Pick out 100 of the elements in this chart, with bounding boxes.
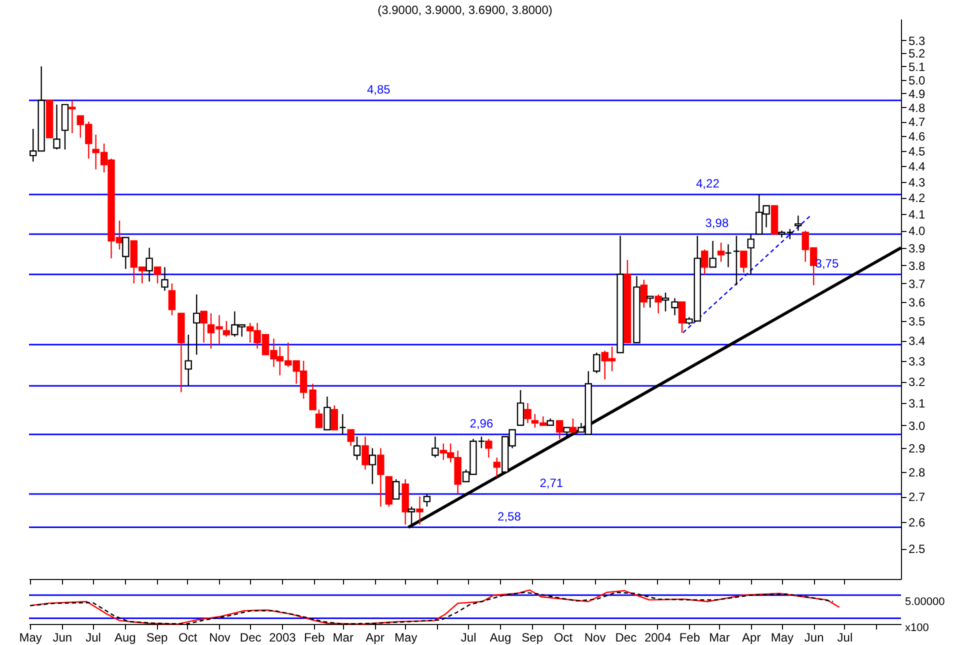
y-tick-label: 3.6 — [908, 295, 926, 310]
y-tick-label: 4.2 — [908, 191, 926, 206]
annotation: 4,22 — [696, 176, 720, 190]
x-tick-label: 2003 — [269, 630, 296, 644]
candlestick — [524, 402, 532, 424]
candlestick — [569, 418, 577, 433]
candlestick — [122, 236, 130, 270]
candlestick — [485, 438, 492, 458]
y-tick-label: 4.0 — [908, 224, 926, 238]
x-tick-label: Mar — [709, 630, 730, 644]
candlestick — [662, 292, 670, 312]
candlestick — [516, 390, 524, 426]
y-tick-label: 2.6 — [908, 516, 926, 530]
candlestick — [53, 104, 60, 150]
x-tick-label: Jun — [804, 630, 824, 644]
y-tick-label: 3.7 — [908, 276, 926, 291]
y-tick-label: 2.5 — [908, 542, 926, 556]
candlestick — [794, 215, 802, 232]
candlestick — [747, 233, 754, 275]
y-tick-label: 4.7 — [908, 115, 926, 130]
candlestick — [493, 456, 500, 478]
y-tick-label: 3.2 — [908, 375, 926, 390]
y-tick-label: 3.3 — [908, 354, 926, 368]
y-tick-label: 3.9 — [908, 241, 926, 256]
annotation: 2,71 — [540, 476, 564, 490]
candlestick — [184, 334, 192, 386]
candlestick — [168, 282, 176, 316]
annotation: 3,75 — [815, 256, 839, 270]
y-tick-label: 3.4 — [908, 334, 926, 348]
annotation: 2,58 — [498, 509, 522, 524]
candlestick — [309, 383, 316, 410]
y-tick-label: 2.8 — [908, 465, 926, 480]
y-tick-label: 5.1 — [908, 60, 926, 74]
x-tick-label: Apr — [366, 630, 384, 644]
candlestick — [330, 404, 338, 430]
y-tick-label: 4.9 — [908, 86, 926, 101]
x-tick-label: 2004 — [644, 630, 672, 644]
y-tick-label: 4.1 — [908, 207, 926, 222]
candlestick — [193, 294, 200, 356]
y-tick-label: 4.6 — [908, 130, 926, 144]
annotation: 3,98 — [705, 216, 729, 230]
candlestick — [717, 242, 725, 262]
candlestick — [416, 496, 424, 526]
chart-title: (3.9000, 3.9000, 3.6900, 3.8000) — [378, 3, 552, 17]
x-tick-label: Dec — [615, 630, 637, 644]
candlestick — [646, 296, 654, 308]
y-tick-label: 3.5 — [908, 314, 926, 328]
x-tick-label: Feb — [304, 630, 325, 644]
annotation: 4,85 — [366, 82, 391, 96]
candlestick — [593, 352, 600, 374]
x-tick-label: Mar — [332, 630, 354, 644]
candlestick — [222, 320, 230, 338]
text: 5.00000 — [905, 596, 945, 608]
x-tick-label: Jul — [86, 630, 101, 644]
candlestick — [740, 250, 748, 274]
candlestick — [68, 100, 76, 134]
x-tick-label: Jun — [52, 630, 72, 644]
y-tick-label: 2.7 — [908, 490, 926, 504]
x-tick-label: May — [19, 630, 42, 644]
y-tick-label: 5.2 — [908, 46, 926, 61]
candlestick — [732, 235, 740, 286]
y-tick-label: 5.3 — [908, 34, 926, 48]
candlestick — [423, 493, 431, 508]
y-tick-label: 4.5 — [908, 144, 926, 159]
candlestick — [200, 310, 208, 344]
y-tick-label: 4.3 — [908, 175, 926, 190]
x-tick-label: Dec — [240, 630, 262, 644]
x-tick-label: Nov — [584, 630, 606, 644]
candlestick — [154, 266, 162, 284]
candlestick — [700, 248, 708, 275]
y-tick-label: 4.4 — [908, 160, 926, 174]
x-tick-label: Apr — [742, 630, 761, 644]
candlestick — [556, 420, 564, 440]
x-tick-label: Sep — [146, 630, 168, 644]
candlestick — [392, 478, 400, 500]
y-tick-label: 4.8 — [908, 100, 926, 115]
annotation: 2,96 — [470, 416, 494, 430]
x-tick-label: Jul — [837, 630, 853, 644]
candlestick — [146, 247, 153, 282]
candlestick — [353, 436, 361, 461]
x-tick-label: Jul — [460, 630, 476, 644]
candlestick — [347, 429, 354, 446]
y-tick-label: 3.8 — [908, 258, 926, 273]
candlestick — [339, 413, 346, 435]
candlestick — [432, 436, 439, 458]
x-tick-label: May — [394, 630, 418, 644]
candlestick — [709, 240, 716, 268]
candlestick — [362, 436, 369, 470]
y-tick-label: 3.1 — [908, 396, 926, 411]
x-tick-label: Feb — [679, 630, 700, 644]
candlestick — [671, 298, 678, 316]
x-tick-label: May — [770, 630, 794, 644]
text: x100 — [905, 622, 929, 634]
x-tick-label: Oct — [178, 630, 198, 644]
y-tick-label: 3.0 — [908, 418, 926, 433]
x-tick-label: Oct — [554, 630, 574, 644]
candlestick — [654, 294, 662, 314]
candlestick — [678, 301, 686, 334]
candlestick — [368, 448, 376, 485]
x-tick-label: Nov — [209, 630, 230, 644]
